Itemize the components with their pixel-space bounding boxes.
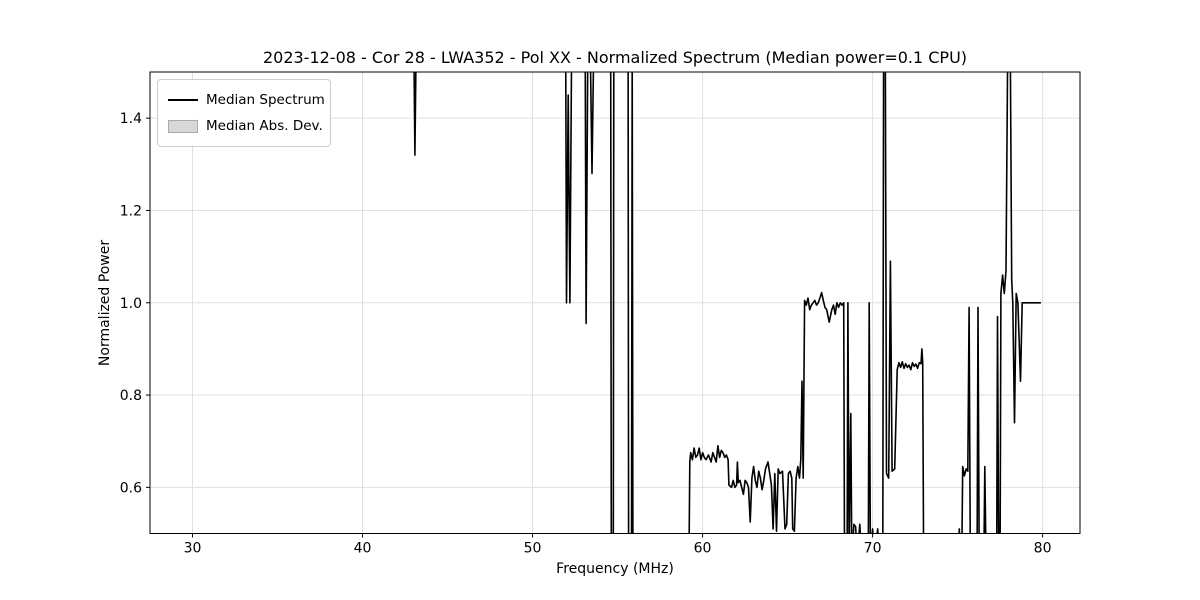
legend-label: Median Spectrum: [206, 92, 325, 108]
svg-text:70: 70: [864, 541, 882, 557]
svg-text:0.6: 0.6: [120, 480, 142, 496]
svg-text:50: 50: [524, 541, 542, 557]
svg-text:1.0: 1.0: [120, 296, 142, 312]
svg-text:1.4: 1.4: [120, 111, 142, 127]
legend-item-median-spectrum: Median Spectrum: [168, 87, 325, 113]
legend: Median Spectrum Median Abs. Dev.: [157, 79, 331, 147]
svg-text:0.8: 0.8: [120, 388, 142, 404]
legend-line-swatch: [168, 99, 198, 101]
y-axis-label: Normalized Power: [97, 239, 113, 367]
svg-text:1.2: 1.2: [120, 203, 142, 219]
svg-text:40: 40: [354, 541, 372, 557]
legend-label: Median Abs. Dev.: [206, 118, 323, 134]
legend-patch-swatch: [168, 119, 198, 133]
svg-text:60: 60: [694, 541, 712, 557]
svg-text:80: 80: [1034, 541, 1052, 557]
legend-item-median-abs-dev: Median Abs. Dev.: [168, 113, 323, 139]
chart-title: 2023-12-08 - Cor 28 - LWA352 - Pol XX - …: [262, 48, 968, 67]
x-axis-label: Frequency (MHz): [556, 561, 674, 577]
svg-text:30: 30: [184, 541, 202, 557]
